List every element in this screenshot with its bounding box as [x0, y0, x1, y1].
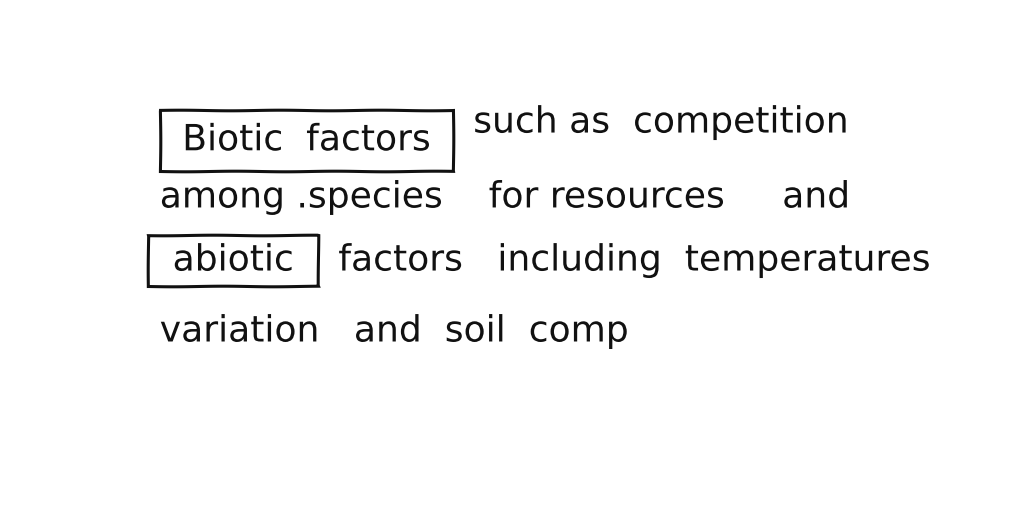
- Text: Biotic  factors: Biotic factors: [182, 123, 431, 157]
- Text: factors   including  temperatures: factors including temperatures: [338, 244, 931, 278]
- FancyBboxPatch shape: [160, 110, 454, 171]
- Text: abiotic: abiotic: [173, 244, 294, 278]
- Text: such as  competition: such as competition: [473, 105, 849, 140]
- Text: variation   and  soil  comp: variation and soil comp: [160, 314, 629, 349]
- Text: among .species    for resources     and: among .species for resources and: [160, 180, 850, 215]
- FancyBboxPatch shape: [147, 235, 318, 286]
